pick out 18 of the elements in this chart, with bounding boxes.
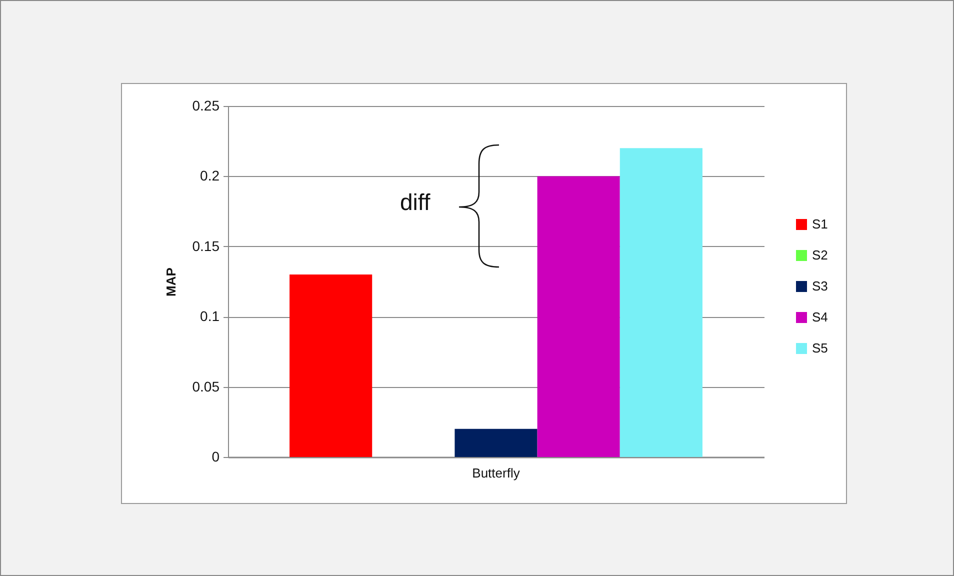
bar — [620, 148, 702, 457]
y-tick-label: 0.2 — [200, 168, 220, 184]
legend-label: S5 — [812, 340, 828, 356]
y-tick-label: 0.15 — [192, 238, 220, 254]
legend-label: S2 — [812, 248, 828, 262]
bar — [537, 176, 620, 457]
y-tick-label: 0.05 — [192, 378, 220, 394]
bar — [290, 274, 372, 457]
y-axis-title: MAP — [163, 267, 178, 296]
annotation: diff — [400, 189, 430, 216]
legend-label: S3 — [812, 278, 828, 294]
bar — [454, 428, 538, 457]
legend-label: S4 — [812, 310, 828, 324]
legend-label: S1 — [812, 216, 828, 232]
y-tick-label: 0.25 — [192, 98, 220, 114]
x-tick-label: Butterfly — [472, 466, 520, 480]
y-tick-label: 0.1 — [200, 308, 220, 324]
y-tick-label: 0 — [212, 448, 220, 464]
